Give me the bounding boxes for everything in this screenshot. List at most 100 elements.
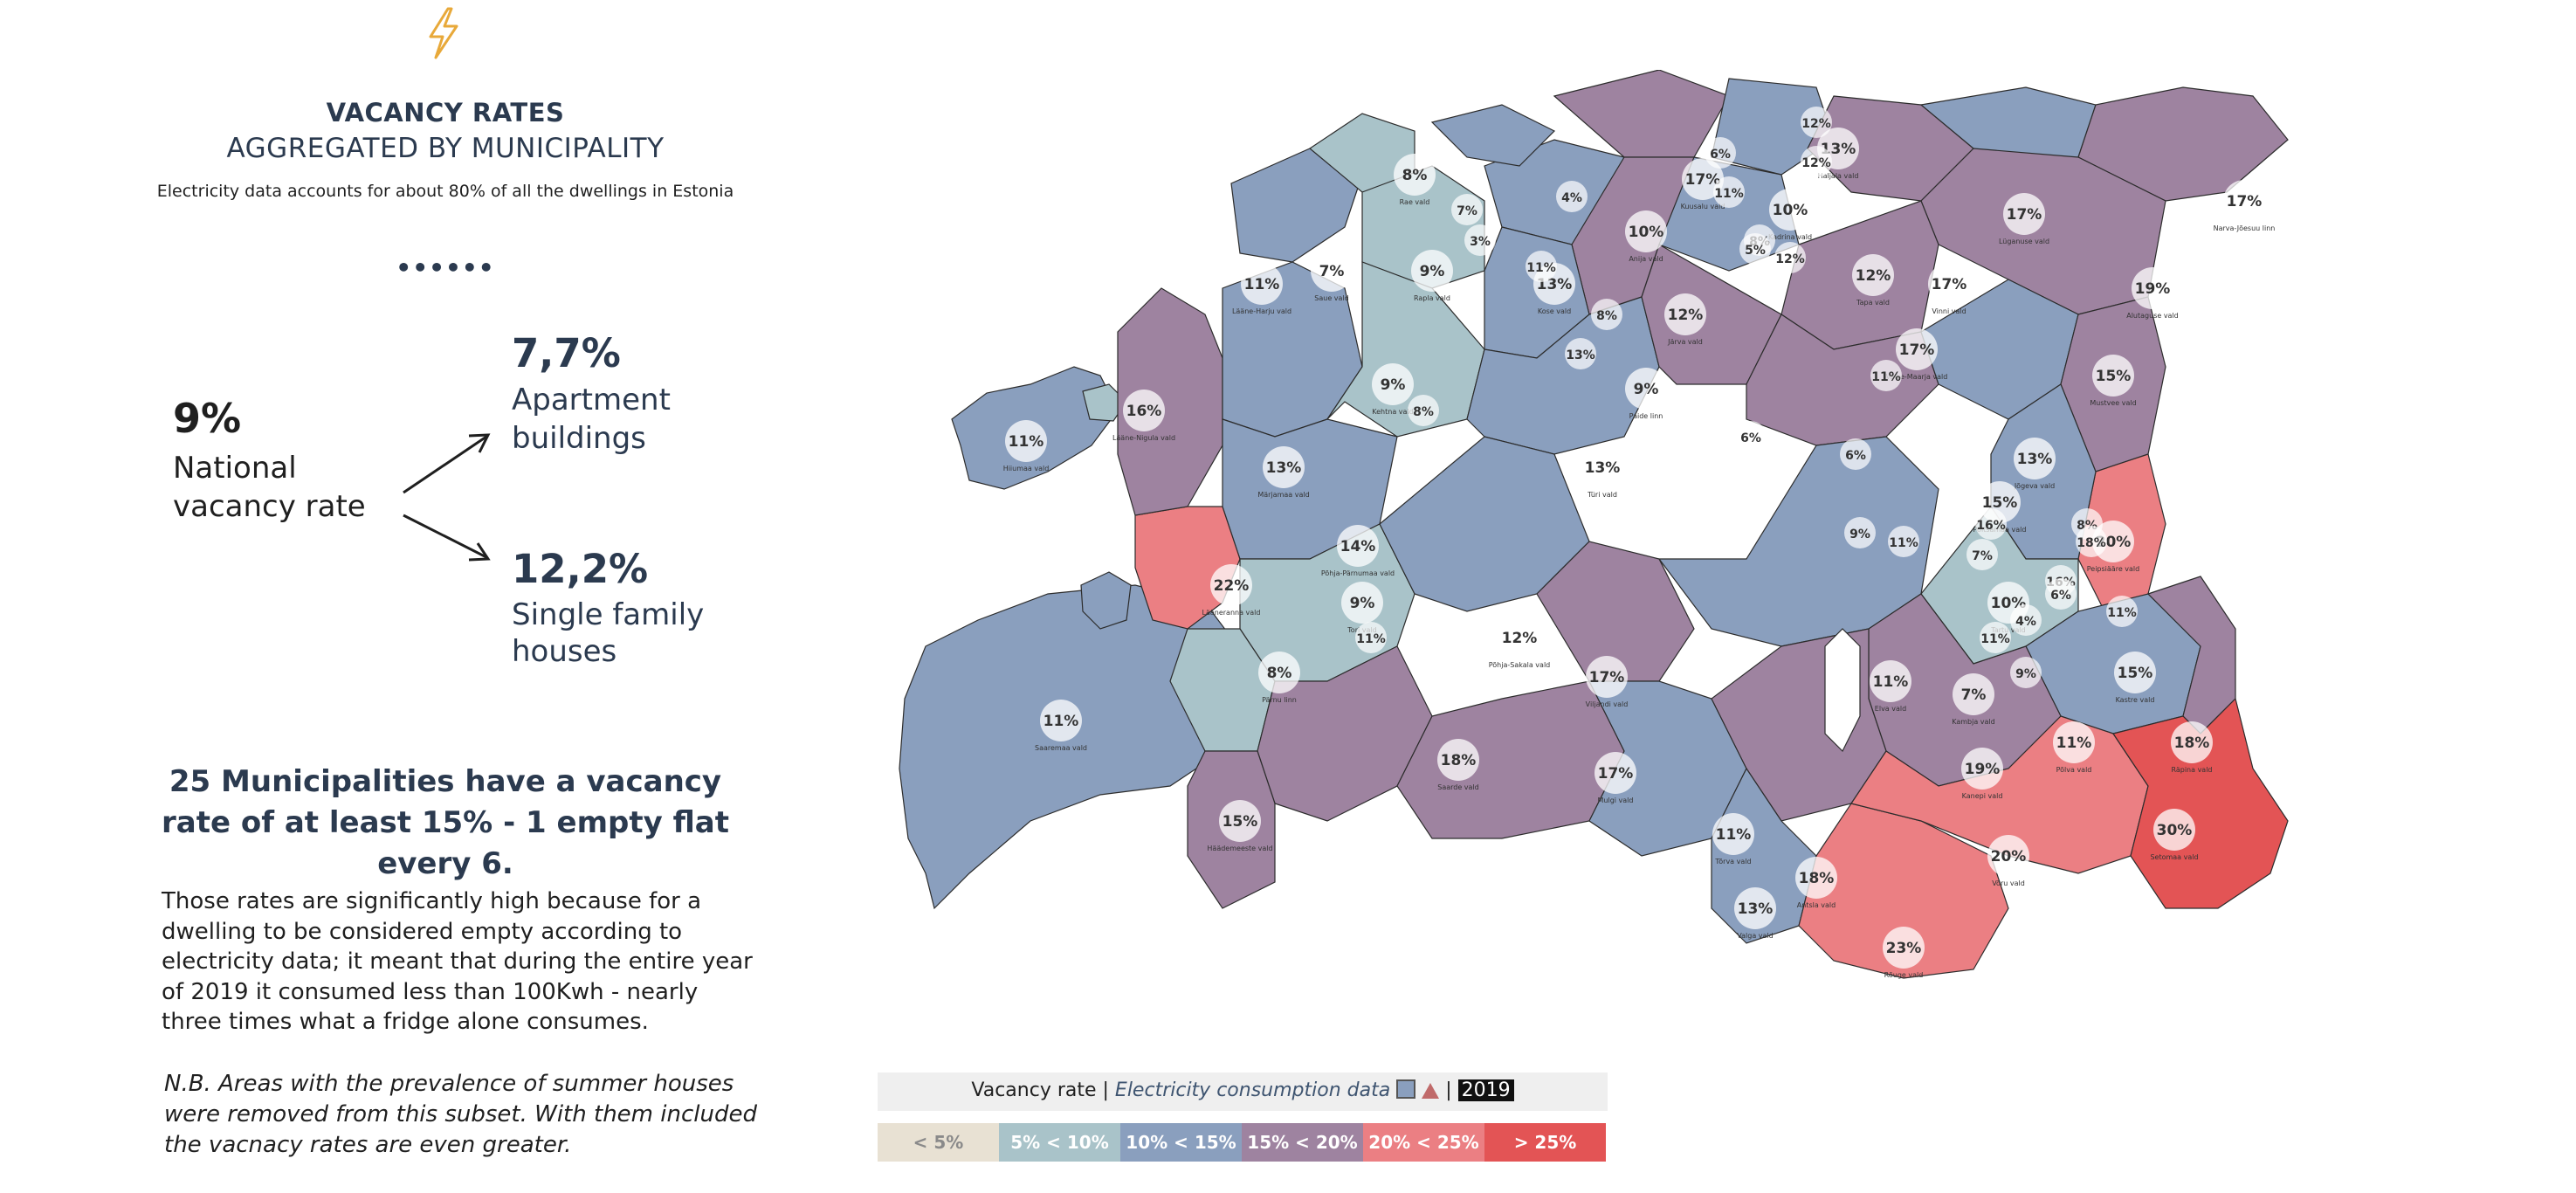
- title-line-2: AGGREGATED BY MUNICIPALITY: [226, 133, 665, 164]
- rate-label: 17%: [1932, 276, 1967, 293]
- single-family-rate-value: 12,2%: [512, 546, 649, 592]
- rate-bubble: [1219, 800, 1261, 842]
- rate-bubble: [1595, 752, 1636, 794]
- rate-label: 3%: [1470, 235, 1491, 249]
- rate-bubble: [2014, 438, 2056, 479]
- rate-label: 12%: [1502, 630, 1538, 647]
- rate-bubble: [1739, 233, 1771, 265]
- rate-label: 19%: [1965, 761, 2001, 778]
- rate-bubble: [1705, 137, 1736, 169]
- rate-bubble: [1464, 224, 1496, 256]
- municipality-name: Türi vald: [1587, 491, 1617, 499]
- rate-bubble: [2153, 809, 2195, 851]
- rate-label: 12%: [1775, 252, 1805, 266]
- rate-label: 9%: [1350, 595, 1375, 612]
- rate-bubble: [1625, 210, 1667, 252]
- municipality-name: Mustvee vald: [2090, 399, 2136, 407]
- legend-swatch: 5% < 10%: [999, 1123, 1120, 1162]
- region-elva: [1657, 436, 1939, 647]
- rate-label: 4%: [1561, 191, 1582, 205]
- rate-label: 17%: [1589, 669, 1625, 686]
- municipality-name: Väike-Maarja vald: [1886, 373, 1948, 381]
- rate-bubble: [2076, 526, 2107, 557]
- rate-bubble: [1394, 154, 1436, 196]
- rate-bubble: [1437, 739, 1479, 781]
- rate-bubble: [1210, 564, 1252, 606]
- rate-bubble: [1682, 158, 1724, 200]
- island-muhu: [1080, 571, 1132, 630]
- municipality-name: Märjamaa vald: [1257, 491, 1309, 499]
- rate-label: 15%: [2096, 368, 2132, 385]
- rate-label: 5%: [1745, 244, 1766, 258]
- rate-label: 8%: [1402, 167, 1428, 184]
- rate-bubble: [1664, 293, 1706, 335]
- rate-bubble: [1840, 438, 1871, 470]
- rate-bubble: [1625, 368, 1667, 410]
- rate-label: 11%: [1980, 632, 2010, 646]
- rate-label: 30%: [2157, 822, 2193, 839]
- rate-bubble: [1526, 251, 1557, 282]
- municipality-name: Tõrva vald: [1714, 858, 1751, 865]
- municipality-name: Rae vald: [1400, 198, 1430, 206]
- municipality-name: Kastre vald: [2116, 696, 2155, 704]
- rate-bubble: [1005, 420, 1047, 462]
- rate-label: 7%: [1319, 263, 1345, 280]
- rate-label: 23%: [1886, 940, 1922, 957]
- rate-label: 11%: [1716, 826, 1752, 844]
- rate-label: 11%: [1871, 370, 1901, 384]
- rate-label: 12%: [1668, 307, 1704, 324]
- rate-label: 12%: [1856, 267, 1891, 285]
- rate-bubble: [1241, 263, 1283, 305]
- municipality-name: Lääne-Nigula vald: [1112, 434, 1175, 442]
- municipality-name: Narva-Jõesuu linn: [2214, 224, 2276, 232]
- municipality-name: Rapla vald: [1414, 294, 1450, 302]
- municipality-name: Alutaguse vald: [2126, 312, 2179, 320]
- rate-label: 14%: [1340, 538, 1376, 555]
- legend-scale: < 5% 5% < 10% 10% < 15% 15% < 20% 20% < 25% >…: [878, 1123, 1606, 1162]
- legend-swatch: 20% < 25%: [1363, 1123, 1484, 1162]
- municipality-name: Kambja vald: [1952, 718, 1994, 726]
- rate-bubble: [1734, 887, 1776, 929]
- rate-label: 8%: [1596, 309, 1617, 323]
- municipality-name: Kuusalu vald: [1681, 203, 1725, 210]
- rate-bubble: [1498, 617, 1540, 659]
- rate-bubble: [1852, 254, 1894, 296]
- rate-bubble: [1795, 857, 1837, 899]
- rate-label: 20%: [1991, 848, 2027, 865]
- national-rate-value: 9%: [173, 395, 242, 442]
- municipality-name: Pärnu linn: [1262, 696, 1297, 704]
- rate-label: 7%: [1961, 686, 1987, 704]
- rate-bubble: [1844, 517, 1876, 548]
- rate-label: 8%: [1267, 665, 1292, 682]
- rate-bubble: [1928, 263, 1970, 305]
- municipality-name: Viljandi vald: [1586, 700, 1629, 708]
- municipality-name: Kose vald: [1538, 307, 1571, 315]
- rate-label: 11%: [1356, 632, 1386, 646]
- municipality-name: Põhja-Pärnumaa vald: [1321, 569, 1395, 577]
- rate-label: 6%: [2050, 589, 2071, 603]
- rate-label: 7%: [1457, 204, 1477, 218]
- rate-bubble: [2106, 596, 2138, 627]
- legend-year: 2019: [1457, 1079, 1514, 1101]
- rate-label: 6%: [1740, 431, 1761, 445]
- rate-label: 15%: [2118, 665, 2153, 682]
- rate-bubble: [1870, 660, 1911, 702]
- rate-label: 16%: [1976, 519, 2006, 533]
- rate-bubble: [1961, 748, 2003, 790]
- municipality-name: Kadrina vald: [1768, 233, 1812, 241]
- rate-bubble: [2010, 657, 2042, 688]
- rate-label: 15%: [1223, 813, 1258, 831]
- rate-bubble: [1372, 363, 1414, 405]
- title-line-1: VACANCY RATES: [326, 98, 565, 128]
- rate-bubble: [2114, 652, 2156, 693]
- municipality-name: Mulgi vald: [1598, 796, 1634, 804]
- municipality-name: Anija vald: [1629, 255, 1663, 263]
- rate-bubble: [1341, 582, 1383, 624]
- rate-label: 13%: [1585, 459, 1621, 477]
- rate-label: 9%: [1849, 528, 1870, 541]
- rate-bubble: [1735, 421, 1767, 452]
- municipality-name: Lääneranna vald: [1202, 609, 1261, 617]
- municipality-name: Setomaa vald: [2150, 853, 2198, 861]
- rate-bubble: [1975, 508, 2007, 540]
- rate-label: 11%: [1043, 713, 1079, 730]
